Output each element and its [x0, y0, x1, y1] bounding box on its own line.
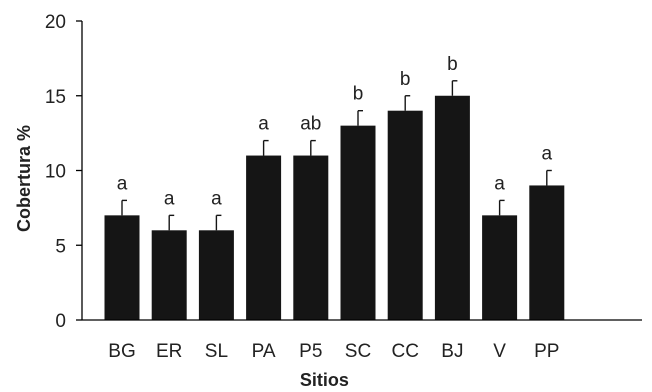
- bar-pa: [246, 155, 282, 320]
- x-tick-label-sc: SC: [345, 341, 371, 362]
- x-tick-label-bg: BG: [108, 341, 135, 362]
- error-bars-layer: [121, 80, 552, 231]
- bar-er: [151, 230, 187, 320]
- y-tick-label-5: 5: [55, 236, 66, 257]
- x-tick-label-pa: PA: [252, 341, 276, 362]
- x-tick-label-sl: SL: [205, 341, 228, 362]
- significance-letter-sl: a: [211, 188, 222, 209]
- y-tick-label-10: 10: [45, 162, 66, 183]
- x-axis: BG ER SL PA P5 SC CC BJ V PP: [82, 319, 642, 362]
- significance-letter-v: a: [494, 173, 505, 194]
- significance-letter-sc: b: [353, 84, 364, 105]
- y-axis: 0 5 10 15 20: [45, 12, 83, 332]
- x-tick-label-cc: CC: [391, 341, 418, 362]
- bar-bg: [104, 215, 140, 320]
- y-tick-label-20: 20: [45, 12, 66, 33]
- x-tick-label-p5: P5: [299, 341, 322, 362]
- y-axis-title: Cobertura %: [14, 125, 34, 232]
- bars-layer: [104, 95, 565, 321]
- x-tick-label-er: ER: [156, 341, 182, 362]
- significance-letter-cc: b: [400, 69, 411, 90]
- y-tick-label-0: 0: [55, 311, 66, 332]
- significance-letter-er: a: [164, 188, 175, 209]
- significance-letter-bg: a: [117, 173, 128, 194]
- x-tick-label-pp: PP: [534, 341, 559, 362]
- significance-letters-layer: a a a a ab b b b a a: [117, 54, 553, 210]
- significance-letter-bj: b: [447, 54, 458, 75]
- x-tick-label-bj: BJ: [441, 341, 463, 362]
- bar-p5: [293, 155, 329, 320]
- bar-sc: [340, 125, 376, 321]
- y-tick-label-15: 15: [45, 87, 66, 108]
- x-tick-label-v: V: [493, 341, 506, 362]
- bar-bj: [434, 95, 470, 320]
- significance-letter-p5: ab: [300, 114, 321, 135]
- x-axis-title: Sitios: [300, 370, 349, 390]
- bar-sl: [198, 230, 234, 320]
- significance-letter-pp: a: [542, 144, 553, 165]
- bar-pp: [529, 185, 565, 320]
- bar-v: [482, 215, 518, 320]
- significance-letter-pa: a: [258, 114, 269, 135]
- bar-cc: [387, 110, 423, 320]
